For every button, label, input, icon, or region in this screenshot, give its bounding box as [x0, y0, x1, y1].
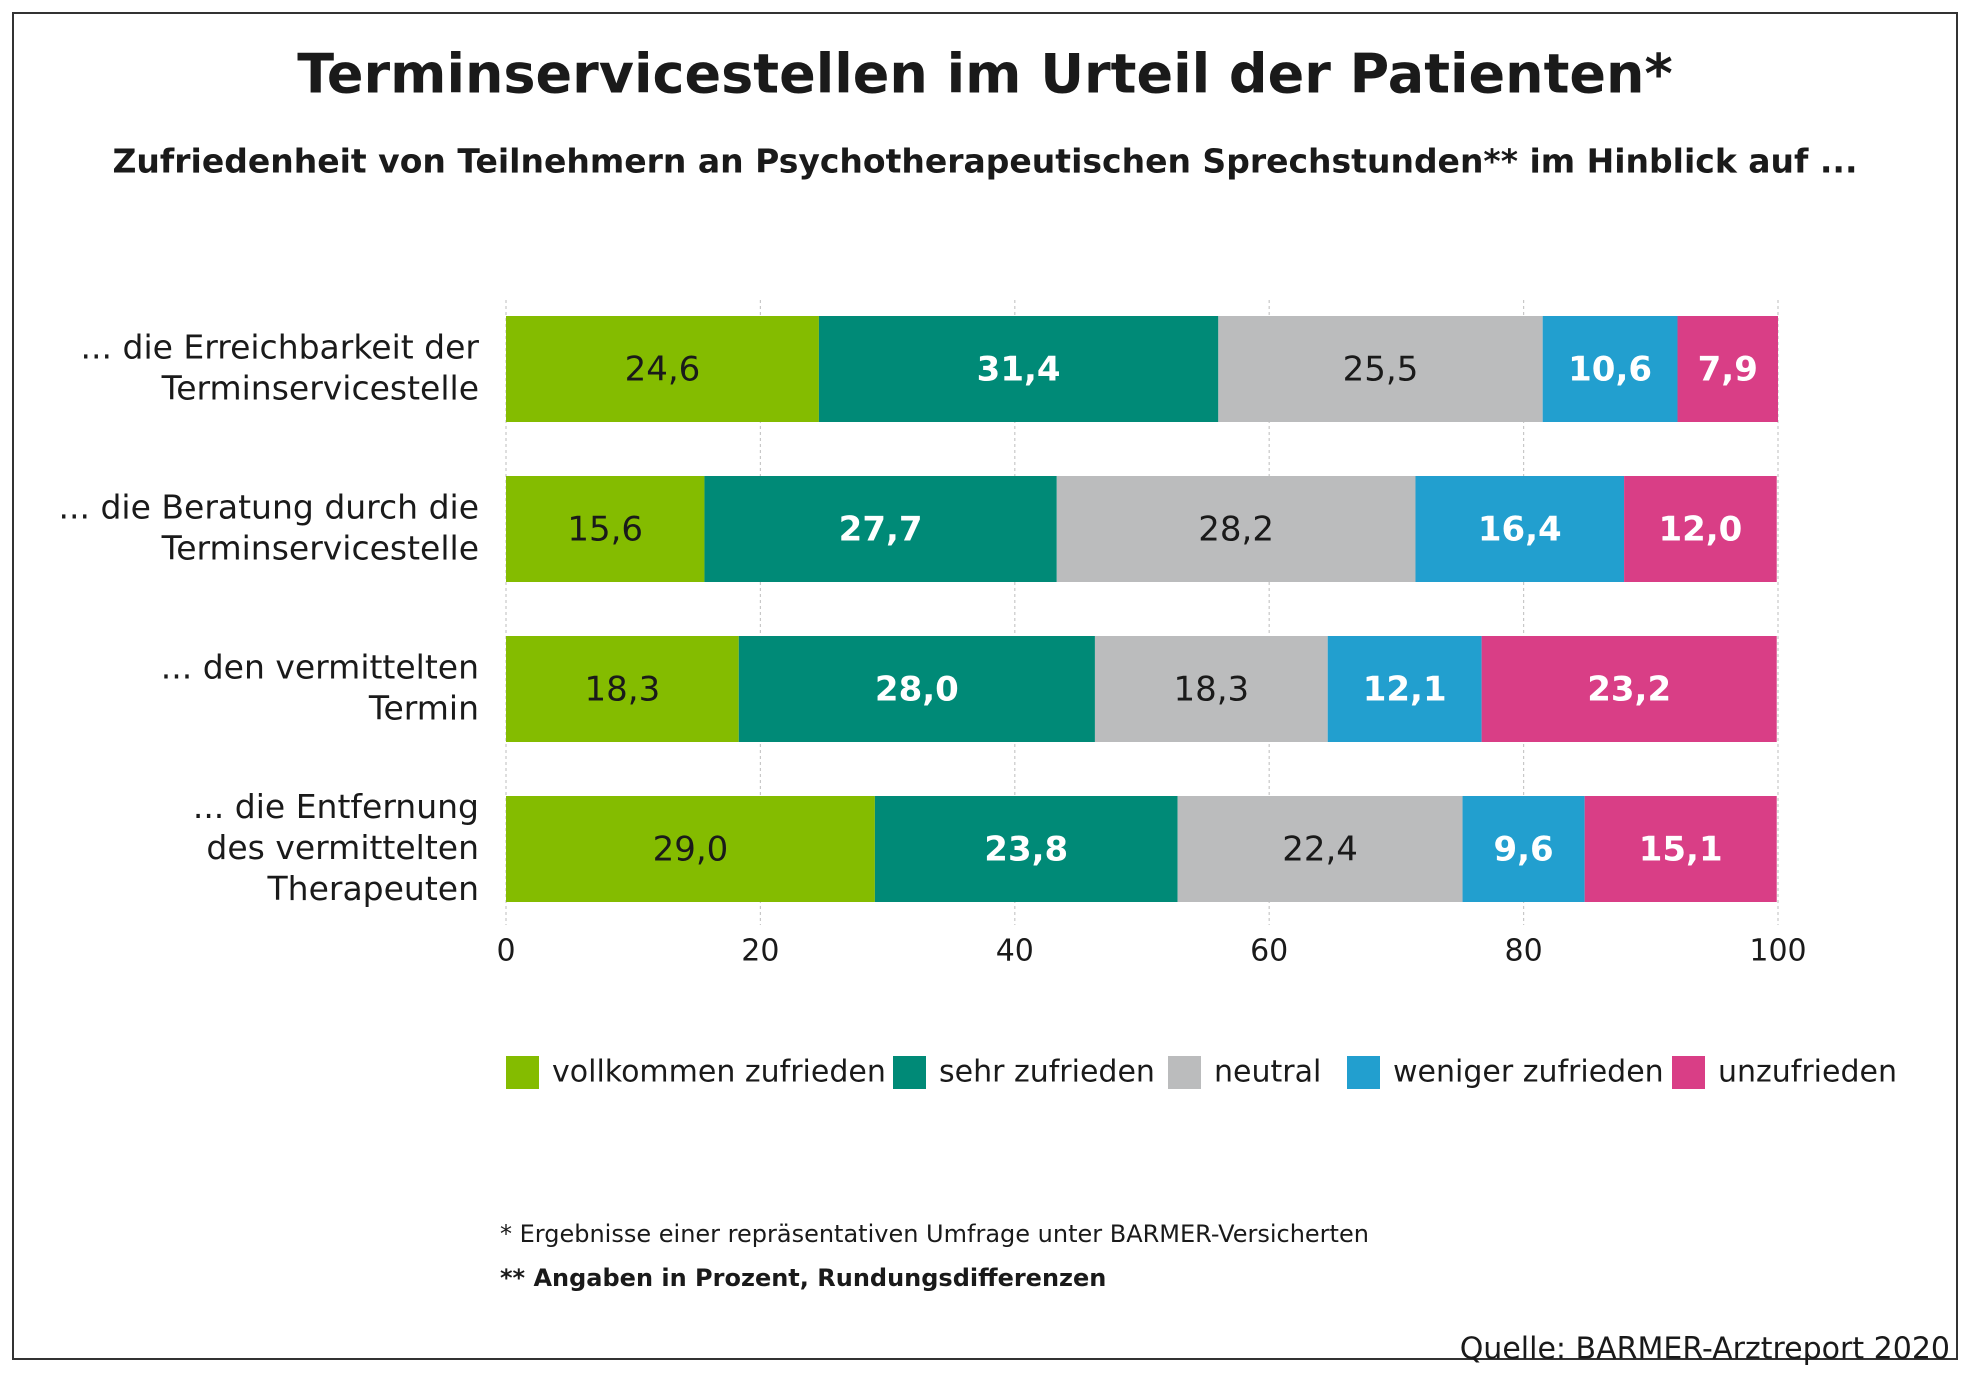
x-tick-label: 80 [1505, 934, 1543, 969]
x-tick-label: 0 [496, 934, 515, 969]
bar-segment [1542, 316, 1678, 422]
y-tick-label: ... die Entfernung des vermittelten Therap… [193, 787, 479, 908]
value-label: 15,1 [1639, 830, 1723, 870]
value-label: 9,6 [1493, 830, 1553, 870]
chart-subtitle: Zufriedenheit von Teilnehmern an Psychot… [112, 142, 1857, 181]
value-label: 18,3 [1173, 670, 1249, 710]
value-label: 12,1 [1363, 670, 1447, 710]
legend-swatch [893, 1056, 926, 1089]
bar-segment [704, 476, 1057, 582]
value-label: 31,4 [977, 350, 1061, 390]
bar-segment [1056, 476, 1416, 582]
legend-label: sehr zufrieden [939, 1055, 1155, 1090]
bar-segment [1094, 636, 1328, 742]
bar-segment [738, 636, 1095, 742]
bar-segment [1481, 636, 1777, 742]
bar-segment [1462, 796, 1585, 902]
x-tick-label: 60 [1250, 934, 1288, 969]
value-label: 23,8 [984, 830, 1068, 870]
value-label: 18,3 [585, 670, 661, 710]
legend-swatch [1168, 1056, 1201, 1089]
legend-swatch [1347, 1056, 1380, 1089]
legend-swatch [1672, 1056, 1705, 1089]
y-tick-label: ... die Beratung durch die Terminservices… [59, 487, 479, 567]
bar-segment [506, 796, 875, 902]
bar-segment [506, 636, 739, 742]
frame [12, 12, 1958, 1360]
x-tick-label: 100 [1749, 934, 1806, 969]
legend-label: weniger zufrieden [1393, 1055, 1664, 1090]
chart-title: Terminservicestellen im Urteil der Patie… [297, 43, 1672, 106]
bar-segment [1624, 476, 1777, 582]
x-tick-label: 40 [996, 934, 1034, 969]
bar-segment [1218, 316, 1543, 422]
value-label: 25,5 [1343, 350, 1419, 390]
legend-label: unzufrieden [1718, 1055, 1897, 1090]
value-label: 29,0 [653, 830, 729, 870]
value-label: 15,6 [567, 510, 643, 550]
value-label: 27,7 [839, 510, 923, 550]
footnote: * Ergebnisse einer repräsentativen Umfra… [500, 1220, 1369, 1248]
bar-segment [1327, 636, 1482, 742]
legend-swatch [506, 1056, 539, 1089]
bar-segment [1415, 476, 1625, 582]
bar-segment [874, 796, 1178, 902]
x-tick-label: 20 [741, 934, 779, 969]
value-label: 10,6 [1568, 350, 1652, 390]
value-label: 24,6 [625, 350, 701, 390]
footnote: ** Angaben in Prozent, Rundungsdifferenz… [500, 1264, 1106, 1292]
source: Quelle: BARMER-Arztreport 2020 [1460, 1332, 1950, 1367]
bar-segment [1177, 796, 1463, 902]
value-label: 28,2 [1198, 510, 1274, 550]
legend-label: vollkommen zufrieden [552, 1055, 886, 1090]
value-label: 12,0 [1658, 510, 1742, 550]
bar-segment [1677, 316, 1778, 422]
y-tick-label: ... die Erreichbarkeit der Terminservices… [81, 327, 480, 407]
value-label: 16,4 [1478, 510, 1562, 550]
bar-segment [506, 316, 819, 422]
value-label: 28,0 [875, 670, 959, 710]
bar-segment [818, 316, 1219, 422]
bar-segment [1584, 796, 1777, 902]
value-label: 23,2 [1587, 670, 1671, 710]
value-label: 7,9 [1698, 350, 1758, 390]
value-label: 22,4 [1282, 830, 1358, 870]
legend-label: neutral [1214, 1055, 1321, 1090]
y-tick-label: ... den vermittelten Termin [161, 647, 479, 727]
bar-segment [506, 476, 705, 582]
